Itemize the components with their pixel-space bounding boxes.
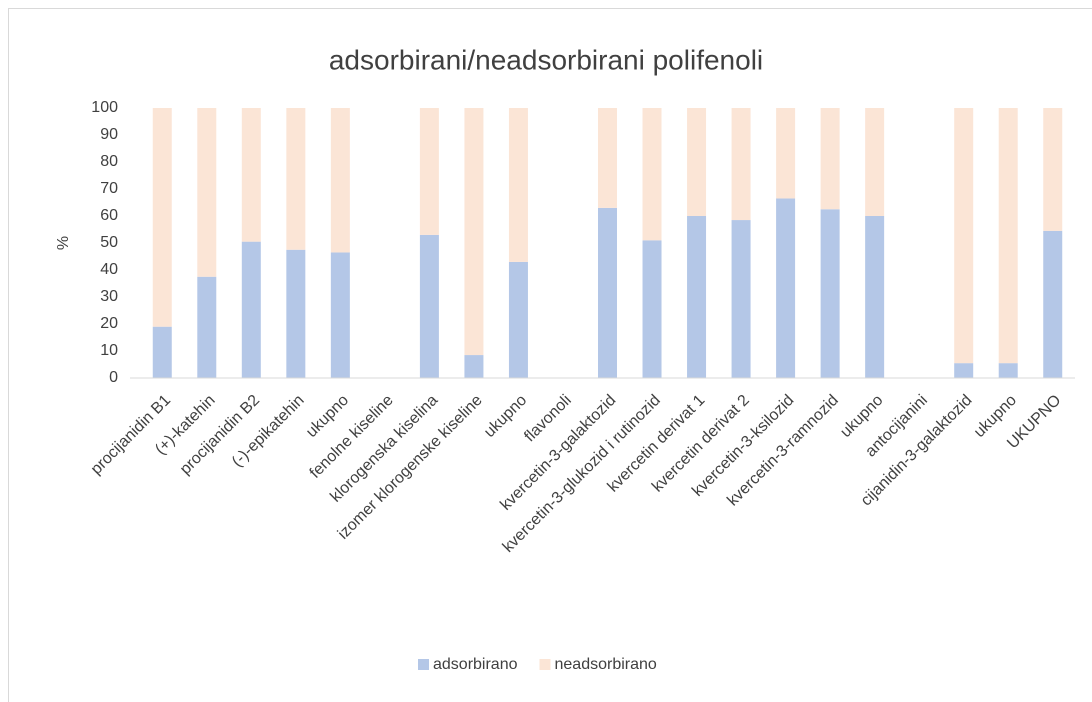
bar-segment [998, 108, 1018, 364]
bar-segment [598, 207, 617, 378]
bar-segment [1043, 108, 1063, 231]
bar-segment [152, 108, 172, 327]
legend-label: adsorbirano [433, 656, 518, 673]
bar-segment [286, 108, 306, 250]
bar-segment [954, 363, 974, 378]
bar-segment [330, 252, 350, 378]
y-tick-label: 100 [91, 99, 118, 116]
bar-segment [776, 198, 796, 378]
x-tick-label: procijanidin B2 [177, 392, 263, 478]
bar-segment [687, 108, 707, 216]
y-tick-label: 70 [100, 180, 118, 197]
bar-segment [419, 234, 439, 378]
bar-segment [731, 108, 751, 221]
y-tick-label: 60 [100, 207, 118, 224]
y-tick-label: 20 [100, 315, 118, 332]
bar-segment [820, 209, 840, 378]
chart-border [8, 8, 1092, 702]
y-tick-label: 0 [109, 369, 118, 386]
bar-segment [419, 108, 439, 235]
y-axis-label: % [55, 236, 72, 250]
y-tick-label: 40 [100, 261, 118, 278]
x-tick-label: procijanidin B1 [88, 392, 174, 478]
bar-segment [508, 108, 528, 262]
bar-segment [820, 108, 840, 210]
bar-segment [731, 220, 751, 378]
bar-segment [1043, 230, 1063, 378]
bar-segment [598, 108, 617, 208]
legend-label: neadsorbirano [555, 656, 657, 673]
bar-segment [865, 108, 885, 216]
bar-segment [330, 108, 350, 253]
bar-segment [152, 326, 172, 378]
bar-segment [464, 355, 484, 378]
chart-title: adsorbirani/neadsorbirani polifenoli [329, 44, 763, 75]
y-tick-label: 10 [100, 342, 118, 359]
y-tick-label: 30 [100, 288, 118, 305]
y-tick-label: 80 [100, 153, 118, 170]
bar-segment [642, 240, 662, 378]
bar-segment [197, 108, 217, 277]
legend-swatch [418, 659, 429, 670]
bar-segment [286, 249, 306, 378]
legend-swatch [539, 659, 551, 670]
bar-segment [865, 216, 885, 378]
bar-segment [197, 276, 217, 378]
bar-segment [998, 363, 1018, 378]
bar-segment [776, 108, 796, 199]
bar-segment [241, 241, 261, 378]
bar-segment [687, 216, 707, 378]
bar-segment [508, 261, 528, 378]
bar-segment [464, 108, 484, 356]
bar-segment [954, 108, 974, 364]
bar-segment [642, 108, 662, 241]
bar-segment [241, 108, 261, 242]
y-tick-label: 90 [100, 126, 118, 143]
y-tick-label: 50 [100, 234, 118, 251]
